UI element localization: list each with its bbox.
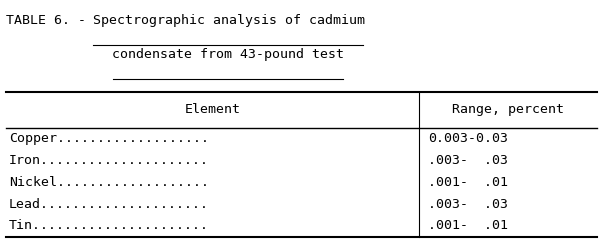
Text: TABLE 6. -: TABLE 6. - [6, 14, 94, 27]
Text: Range, percent: Range, percent [452, 104, 564, 116]
Text: .001-  .01: .001- .01 [428, 219, 508, 233]
Text: .001-  .01: .001- .01 [428, 176, 508, 189]
Text: Lead.....................: Lead..................... [9, 198, 209, 211]
Text: Element: Element [185, 104, 241, 116]
Text: .003-  .03: .003- .03 [428, 154, 508, 167]
Text: .003-  .03: .003- .03 [428, 198, 508, 211]
Text: Spectrographic analysis of cadmium: Spectrographic analysis of cadmium [93, 14, 365, 27]
Text: 0.003-0.03: 0.003-0.03 [428, 132, 508, 145]
Text: Tin......................: Tin...................... [9, 219, 209, 233]
Text: Iron.....................: Iron..................... [9, 154, 209, 167]
Text: Nickel...................: Nickel................... [9, 176, 209, 189]
Text: Copper...................: Copper................... [9, 132, 209, 145]
Text: condensate from 43-pound test: condensate from 43-pound test [112, 48, 344, 61]
